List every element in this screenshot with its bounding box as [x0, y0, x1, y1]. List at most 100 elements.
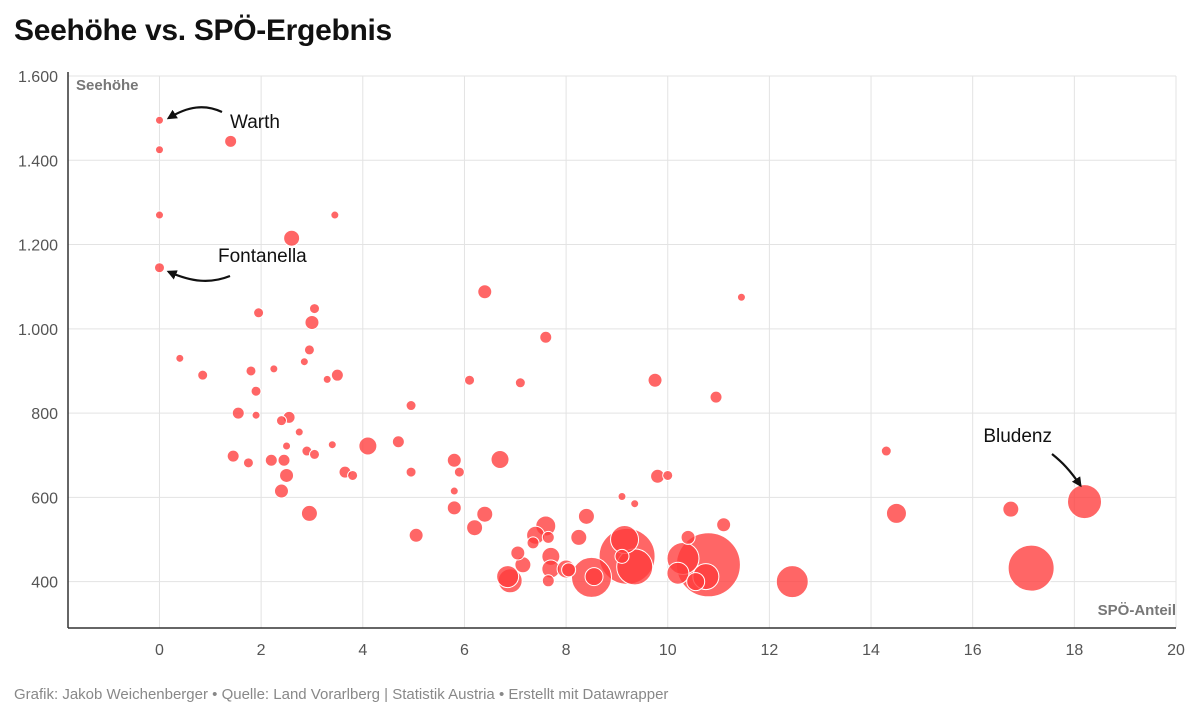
data-point — [322, 374, 332, 384]
x-tick-label: 2 — [257, 642, 266, 659]
data-point — [617, 492, 627, 502]
data-point — [446, 452, 462, 468]
x-tick-label: 8 — [562, 642, 571, 659]
x-tick-label: 10 — [659, 642, 677, 659]
data-point — [736, 292, 746, 302]
data-point — [885, 502, 907, 524]
data-point — [466, 519, 484, 537]
data-point — [449, 486, 459, 496]
data-point — [584, 567, 604, 587]
data-point — [880, 445, 892, 457]
data-point — [330, 210, 340, 220]
y-tick-label: 1.000 — [18, 322, 58, 339]
y-axis-label: Seehöhe — [76, 77, 139, 94]
data-point — [358, 436, 378, 456]
data-point — [577, 507, 595, 525]
x-axis-label: SPÖ-Anteil — [1098, 602, 1176, 619]
data-point — [477, 284, 493, 300]
data-point — [1067, 484, 1103, 520]
data-point — [630, 499, 640, 509]
data-point — [347, 469, 359, 481]
data-point — [153, 262, 165, 274]
data-point — [709, 390, 723, 404]
data-point — [245, 365, 257, 377]
data-point — [561, 562, 577, 578]
data-point — [273, 483, 289, 499]
axes: 400 600 800 1.000 1.200 1.400 1.600 0 2 4 6 8 10 12 14… — [18, 69, 1185, 659]
data-point — [154, 210, 164, 220]
data-point — [242, 457, 254, 469]
data-point — [476, 505, 494, 523]
data-point — [250, 385, 262, 397]
data-point — [303, 344, 315, 356]
data-point — [1007, 544, 1055, 592]
data-point — [496, 565, 520, 589]
data-point — [279, 467, 295, 483]
x-tick-label: 6 — [460, 642, 469, 659]
data-point — [391, 435, 405, 449]
data-point — [680, 529, 696, 545]
data-point — [175, 353, 185, 363]
data-point — [1002, 500, 1020, 518]
data-point — [299, 357, 309, 367]
data-point — [541, 530, 555, 544]
data-point — [226, 449, 240, 463]
data-point — [490, 449, 510, 469]
data-point — [405, 466, 417, 478]
data-point — [264, 453, 278, 467]
data-point — [304, 315, 320, 331]
data-point — [453, 466, 465, 478]
data-point — [224, 134, 238, 148]
data-point — [647, 372, 663, 388]
data-point — [154, 145, 164, 155]
data-point — [277, 453, 291, 467]
data-point — [300, 504, 318, 522]
y-tick-label: 800 — [31, 406, 58, 423]
data-point — [570, 528, 588, 546]
data-point — [251, 410, 261, 420]
y-tick-label: 1.200 — [18, 238, 58, 255]
data-point — [666, 561, 690, 585]
x-tick-label: 18 — [1065, 642, 1083, 659]
data-point — [614, 548, 630, 564]
data-point — [294, 427, 304, 437]
data-point — [716, 517, 732, 533]
x-tick-label: 20 — [1167, 642, 1185, 659]
annotation-label: Bludenz — [983, 426, 1052, 447]
data-point — [282, 441, 292, 451]
annotation-label: Warth — [230, 112, 280, 133]
y-tick-label: 1.400 — [18, 153, 58, 170]
x-tick-label: 14 — [862, 642, 880, 659]
x-tick-label: 4 — [358, 642, 367, 659]
annotation-arrow — [166, 106, 223, 120]
data-point — [269, 364, 279, 374]
data-point — [231, 406, 245, 420]
data-point — [662, 469, 674, 481]
data-point — [275, 415, 287, 427]
annotations: Warth Fontanella Bludenz — [166, 106, 1082, 488]
y-tick-label: 400 — [31, 575, 58, 592]
data-point — [330, 368, 344, 382]
data-point — [526, 536, 540, 550]
data-point — [446, 500, 462, 516]
data-point — [309, 303, 321, 315]
data-point — [464, 374, 476, 386]
data-point — [408, 527, 424, 543]
x-tick-label: 16 — [964, 642, 982, 659]
chart-title: Seehöhe vs. SPÖ-Ergebnis — [14, 14, 392, 47]
data-point — [309, 448, 321, 460]
data-point — [253, 307, 265, 319]
data-point — [541, 574, 555, 588]
data-point — [686, 572, 706, 592]
x-tick-label: 0 — [155, 642, 164, 659]
data-point — [327, 440, 337, 450]
annotation-label: Fontanella — [218, 246, 307, 267]
annotation-arrow — [1051, 453, 1082, 488]
data-point — [539, 330, 553, 344]
data-point — [197, 369, 209, 381]
data-point — [283, 229, 301, 247]
data-points — [153, 115, 1103, 599]
source-footer: Grafik: Jakob Weichenberger • Quelle: La… — [14, 686, 669, 703]
data-point — [154, 115, 164, 125]
